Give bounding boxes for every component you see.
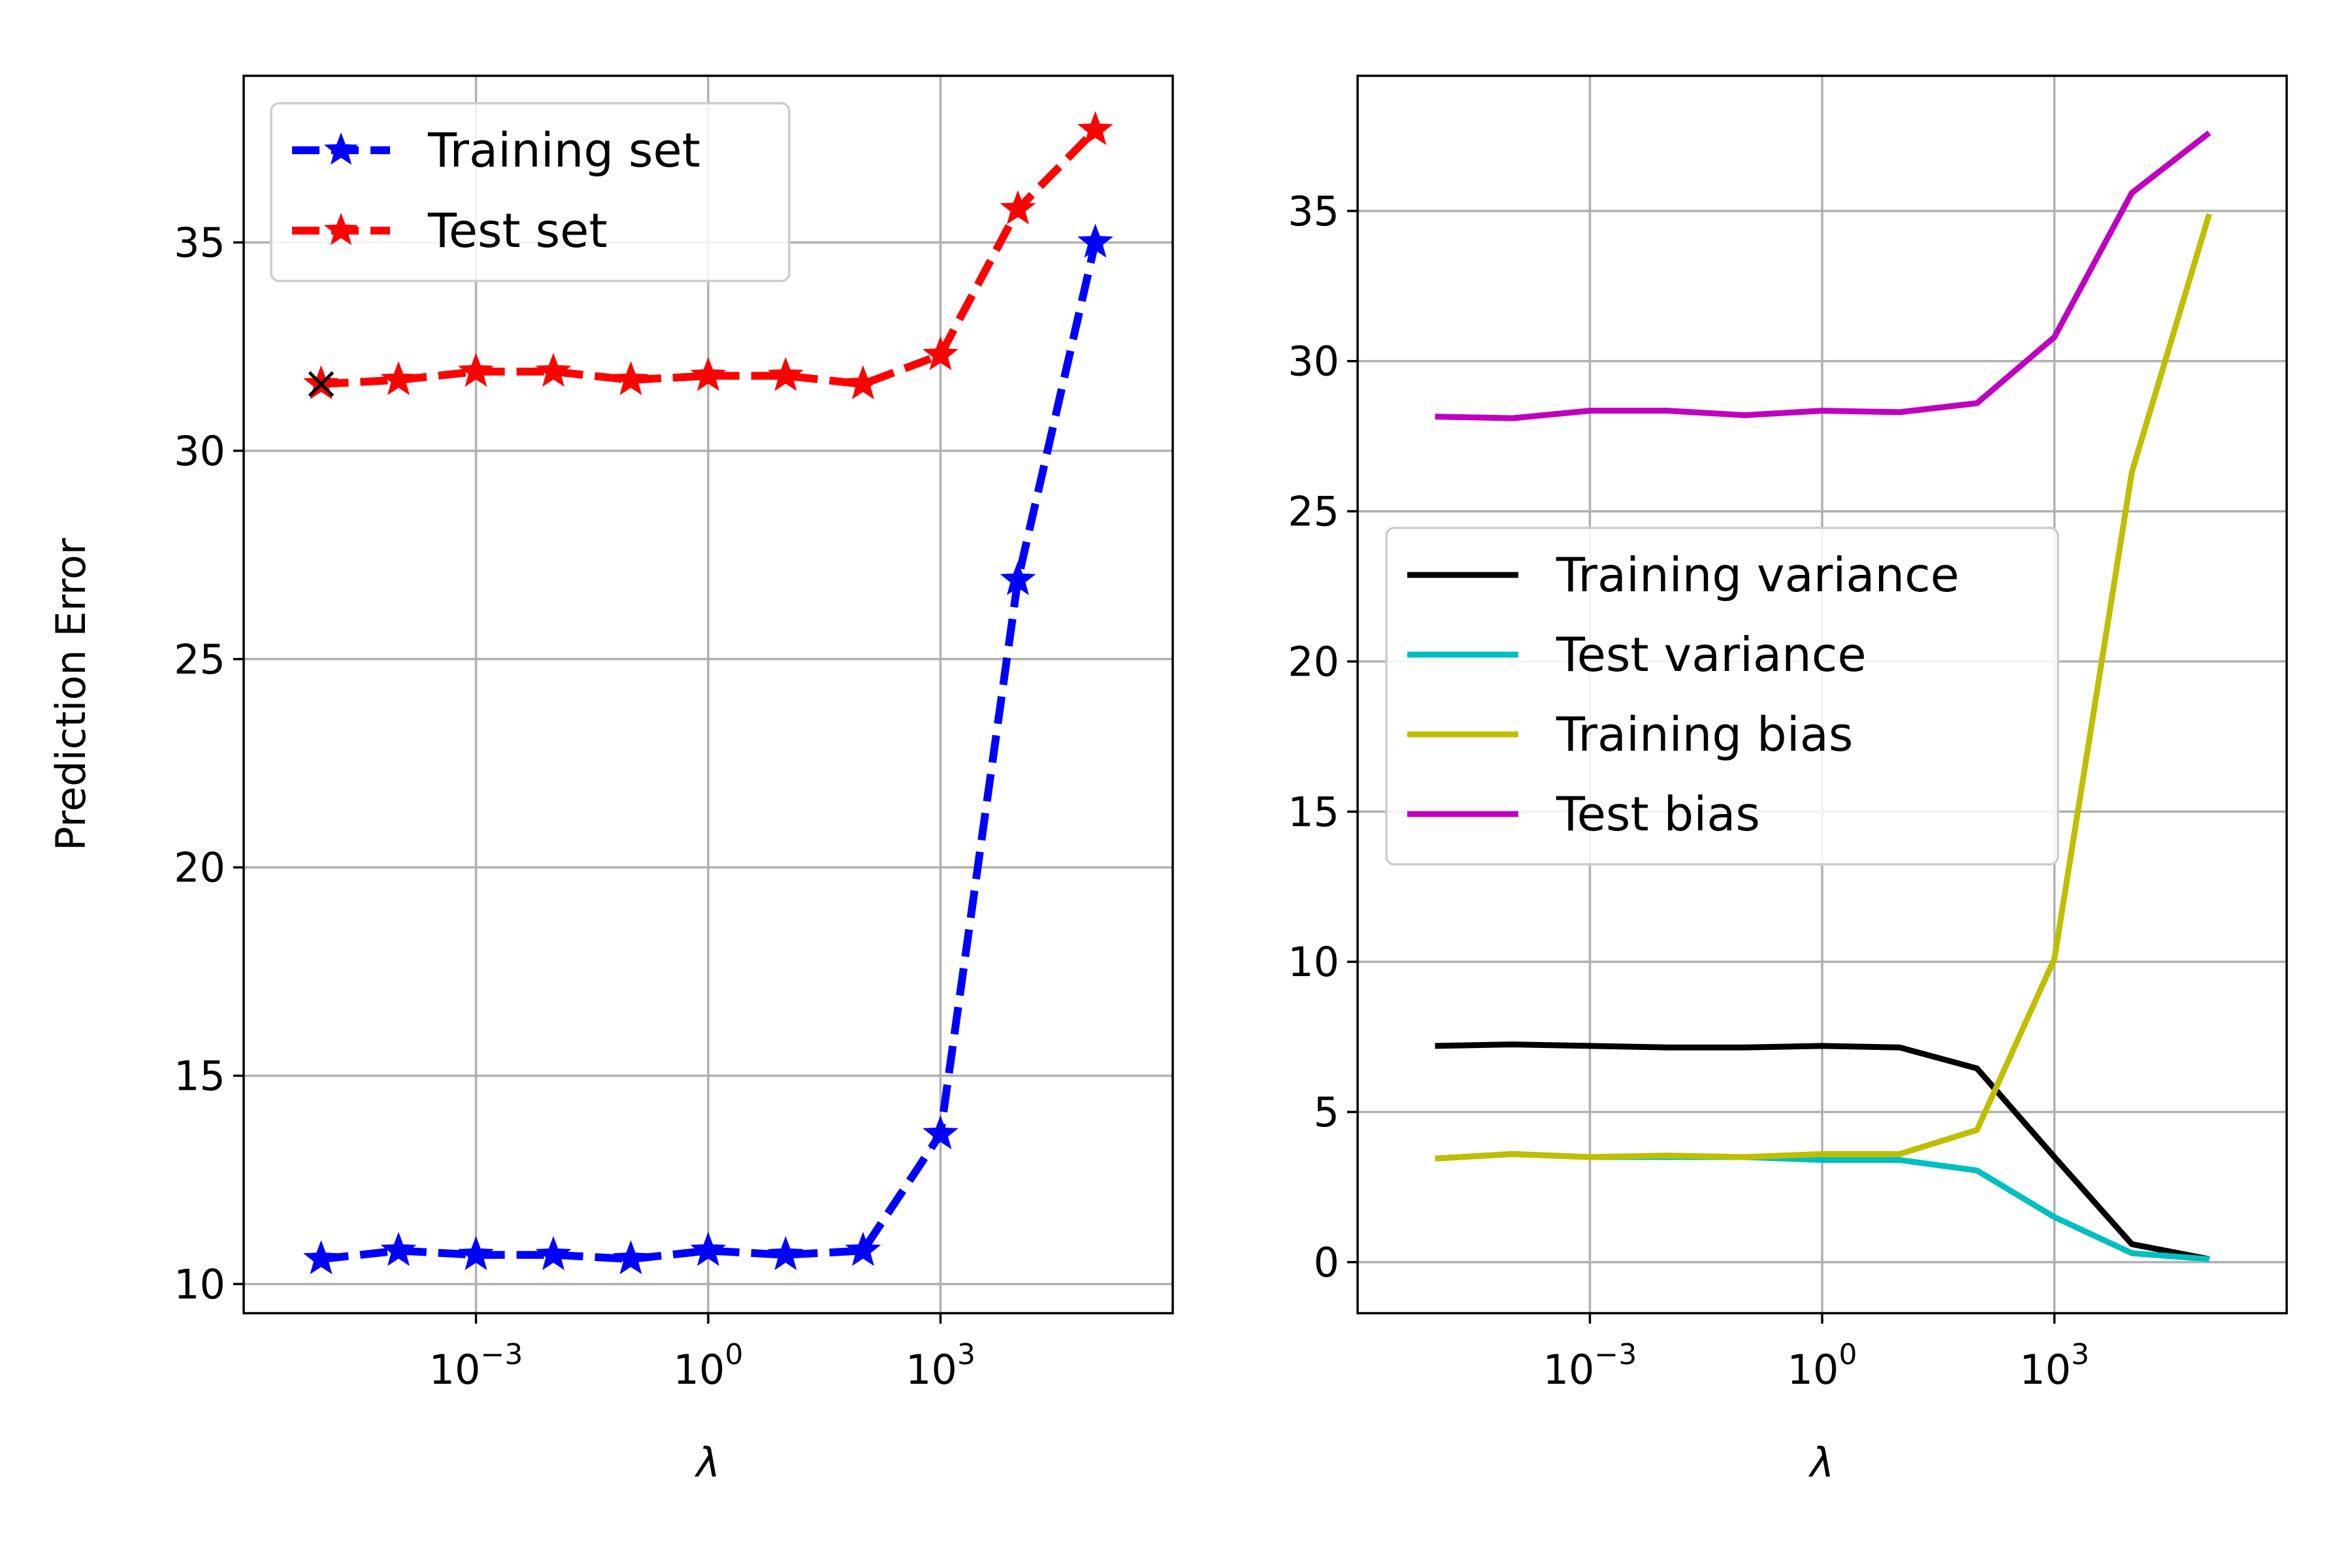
- y-tick-label: 15: [174, 1053, 225, 1100]
- axes-frame: [242, 74, 1174, 1315]
- y-tick-label: 10: [1288, 938, 1339, 986]
- data-point: [923, 1115, 958, 1150]
- x-tick-label: 103: [906, 1338, 975, 1394]
- x-axis-label: λ: [694, 1439, 721, 1486]
- y-tick-label: 20: [1288, 638, 1339, 685]
- data-point: [535, 1235, 572, 1271]
- data-point: [613, 1240, 649, 1275]
- x-tick-label: 103: [2019, 1338, 2089, 1394]
- legend-box: [270, 102, 791, 282]
- data-point: [458, 352, 494, 387]
- data-point: [768, 1235, 804, 1271]
- y-tick-label: 35: [174, 219, 225, 267]
- legend-box: [1385, 527, 2059, 866]
- annotation-x-stroke: [308, 371, 335, 397]
- data-point: [1077, 111, 1113, 146]
- series-line-1: [321, 127, 1098, 388]
- data-point: [458, 1235, 494, 1271]
- y-axis-label: Prediction Error: [47, 538, 95, 851]
- data-point: [845, 1232, 881, 1266]
- x-tick-label: 100: [674, 1338, 743, 1394]
- data-point: [303, 1240, 339, 1275]
- legend-label: Test variance: [1556, 627, 1867, 682]
- y-tick-label: 35: [1288, 188, 1339, 235]
- series-line-2: [1435, 213, 2212, 1162]
- data-point: [690, 1232, 727, 1266]
- legend: Training set Test set: [270, 102, 791, 282]
- legend-label: Training bias: [1556, 707, 1853, 762]
- y-tick-label: 15: [1288, 788, 1339, 836]
- x-axis-label: λ: [1808, 1439, 1835, 1486]
- legend-label: Test set: [427, 203, 608, 258]
- data-point: [923, 336, 958, 370]
- x-tick-label: 10−3: [429, 1338, 523, 1394]
- left-chart-panel: 10 15 20 25 30 35 10−3 100 103 λ Prediction Error T…: [47, 74, 1174, 1486]
- legend-marker: [323, 212, 359, 246]
- series-line-0: [320, 241, 1100, 1264]
- legend-marker: [323, 132, 359, 165]
- y-tick-label: 5: [1314, 1088, 1339, 1136]
- right-chart-panel: 0 5 10 15 20 25 30 35 10−3 100 103 λ Training varian…: [1288, 74, 2288, 1486]
- series-line-3: [1435, 130, 2212, 421]
- data-point: [768, 357, 804, 391]
- data-point: [1077, 223, 1113, 258]
- data-point: [380, 361, 417, 395]
- legend-label: Training variance: [1556, 547, 1959, 602]
- data-point: [690, 357, 727, 391]
- y-tick-label: 20: [174, 844, 225, 892]
- y-tick-label: 10: [174, 1260, 225, 1308]
- data-point: [535, 352, 572, 387]
- y-tick-label: 25: [174, 636, 225, 683]
- y-tick-label: 0: [1314, 1239, 1339, 1286]
- data-point: [845, 365, 881, 400]
- data-point: [613, 361, 649, 395]
- data-point: [1000, 561, 1036, 596]
- annotation-x-marker: [308, 371, 335, 397]
- y-tick-label: 25: [1288, 488, 1339, 536]
- data-point: [1000, 190, 1036, 225]
- x-tick-label: 10−3: [1543, 1338, 1637, 1394]
- y-tick-label: 30: [1288, 338, 1339, 385]
- data-point: [380, 1232, 417, 1266]
- y-tick-label: 30: [174, 427, 225, 475]
- legend-label: Training set: [427, 123, 700, 178]
- x-tick-label: 100: [1788, 1338, 1857, 1394]
- series-line-0: [1435, 1041, 2210, 1262]
- axes-frame: [1356, 74, 2288, 1315]
- legend: Training variance Test variance Training b…: [1385, 527, 2059, 866]
- legend-label: Test bias: [1556, 787, 1760, 841]
